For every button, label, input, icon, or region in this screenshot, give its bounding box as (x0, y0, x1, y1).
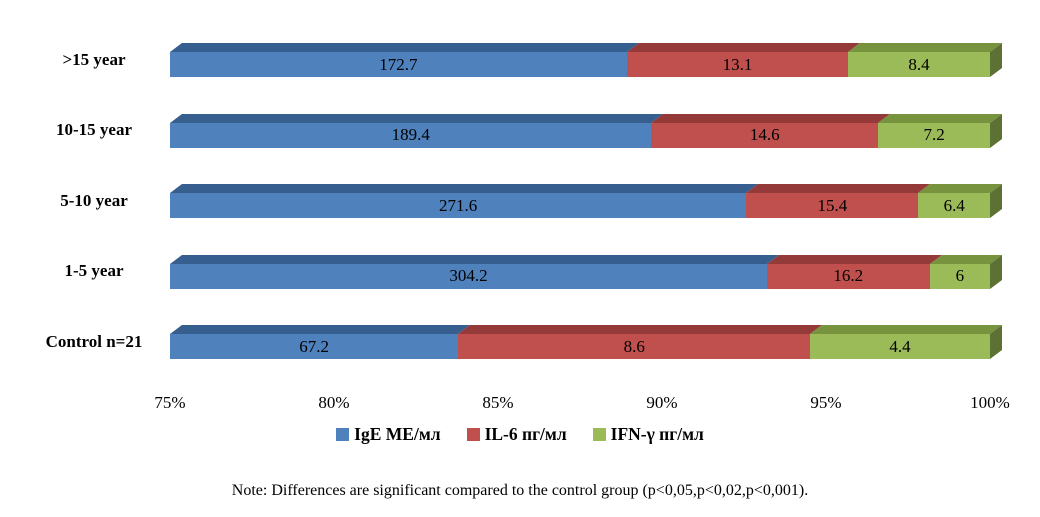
stacked-bar: 271.6 15.4 6.4 (170, 184, 1002, 219)
bar-row: 10-15 year 189.4 14.6 7.2 (0, 96, 1002, 167)
bar-segment-top (626, 43, 861, 53)
bar-segment: 7.2 (878, 122, 990, 148)
bar-segment-top (848, 43, 1002, 53)
bar-value-label: 271.6 (439, 195, 478, 215)
x-axis-tick-label: 75% (154, 393, 186, 412)
bar-segment-top (878, 113, 1002, 123)
legend-label: IFN-γ пг/мл (610, 424, 704, 444)
bar-segment: 271.6 (170, 193, 747, 219)
bar-3d-top (170, 113, 1002, 123)
bar-3d-top (170, 43, 1002, 53)
x-axis-tick-label: 85% (482, 393, 514, 412)
bar-value-label: 67.2 (299, 336, 330, 356)
note-text: Note: Differences are significant compar… (231, 482, 809, 499)
bar-value-label: 8.4 (908, 54, 930, 74)
bar-face: 172.7 13.1 8.4 (170, 52, 990, 78)
bar-segment: 304.2 (170, 263, 767, 289)
bar-segment: 16.2 (766, 263, 930, 289)
bar-value-label: 4.4 (889, 336, 911, 356)
bar-segment-top (458, 325, 822, 335)
bar-segment: 6 (929, 263, 990, 289)
legend-item: IL-6 пг/мл (466, 424, 567, 445)
bar-value-label: 6.4 (943, 195, 965, 215)
bar-row: >15 year 172.7 13.1 8.4 (0, 25, 1002, 96)
legend-item: IFN-γ пг/мл (592, 424, 704, 445)
stacked-bar: 172.7 13.1 8.4 (170, 43, 1002, 78)
bar-value-label: 189.4 (391, 125, 430, 145)
category-label: 10-15 year (55, 120, 132, 140)
plot-area: >15 year 172.7 13.1 8.4 10-15 year 189.4 14.6 7… (0, 25, 1002, 378)
x-axis: 75% 80% 85% 90% 95% 100% (0, 393, 1040, 415)
x-axis-tick-label: 90% (646, 393, 678, 412)
bar-segment-top (651, 113, 891, 123)
x-axis-tick-label: 95% (810, 393, 842, 412)
bar-segment-top (746, 184, 931, 194)
bar-row: 1-5 year 304.2 16.2 6 (0, 237, 1002, 308)
bar-face: 67.2 8.6 4.4 (170, 334, 990, 360)
bar-segment-top (170, 254, 779, 264)
bar-value-label: 7.2 (923, 125, 945, 145)
x-axis-tick-label: 100% (970, 393, 1010, 412)
bar-value-label: 6 (955, 266, 965, 286)
legend-swatch (592, 428, 606, 441)
bar-segment: 8.6 (458, 334, 811, 360)
bar-value-label: 304.2 (449, 266, 488, 286)
category-label: Control n=21 (45, 331, 143, 351)
bar-3d-top (170, 254, 1002, 264)
category-label: >15 year (62, 49, 126, 69)
bar-value-label: 8.6 (623, 336, 645, 356)
bar-value-label: 14.6 (749, 125, 780, 145)
bar-segment: 172.7 (170, 52, 627, 78)
stacked-bar: 189.4 14.6 7.2 (170, 113, 1002, 148)
bar-segment-top (170, 325, 471, 335)
bar-segment-top (170, 43, 639, 53)
bar-3d-top (170, 184, 1002, 194)
bar-face: 304.2 16.2 6 (170, 263, 990, 289)
legend-item: IgE МЕ/мл (336, 424, 441, 445)
stacked-bar: 304.2 16.2 6 (170, 254, 1002, 289)
legend: IgE МЕ/мл IL-6 пг/мл IFN-γ пг/мл (0, 424, 1040, 445)
bar-value-label: 15.4 (817, 195, 848, 215)
bar-row: Control n=21 67.2 8.6 4.4 (0, 307, 1002, 378)
bar-value-label: 13.1 (722, 54, 753, 74)
bar-3d-top (170, 325, 1002, 335)
stacked-bar: 67.2 8.6 4.4 (170, 325, 1002, 360)
bar-value-label: 172.7 (379, 54, 418, 74)
bar-segment: 6.4 (918, 193, 990, 219)
bar-segment: 15.4 (746, 193, 919, 219)
legend-label: IL-6 пг/мл (484, 424, 567, 444)
bar-segment: 67.2 (170, 334, 459, 360)
legend-label: IgE МЕ/мл (354, 424, 441, 444)
bar-segment: 13.1 (626, 52, 849, 78)
bar-segment-top (170, 113, 664, 123)
bar-segment-top (170, 184, 759, 194)
x-axis-tick-label: 80% (318, 393, 350, 412)
bar-segment: 8.4 (848, 52, 990, 78)
bar-segment: 4.4 (810, 334, 990, 360)
bar-segment-top (766, 254, 942, 264)
bar-face: 271.6 15.4 6.4 (170, 193, 990, 219)
bar-segment: 189.4 (170, 122, 652, 148)
legend-swatch (466, 428, 480, 441)
bar-row: 5-10 year 271.6 15.4 6.4 (0, 166, 1002, 237)
category-label: 5-10 year (60, 190, 128, 210)
bar-segment: 14.6 (651, 122, 879, 148)
bar-value-label: 16.2 (833, 266, 864, 286)
category-label: 1-5 year (64, 261, 124, 281)
bar-face: 189.4 14.6 7.2 (170, 122, 990, 148)
bar-segment-top (810, 325, 1002, 335)
legend-swatch (336, 428, 350, 441)
